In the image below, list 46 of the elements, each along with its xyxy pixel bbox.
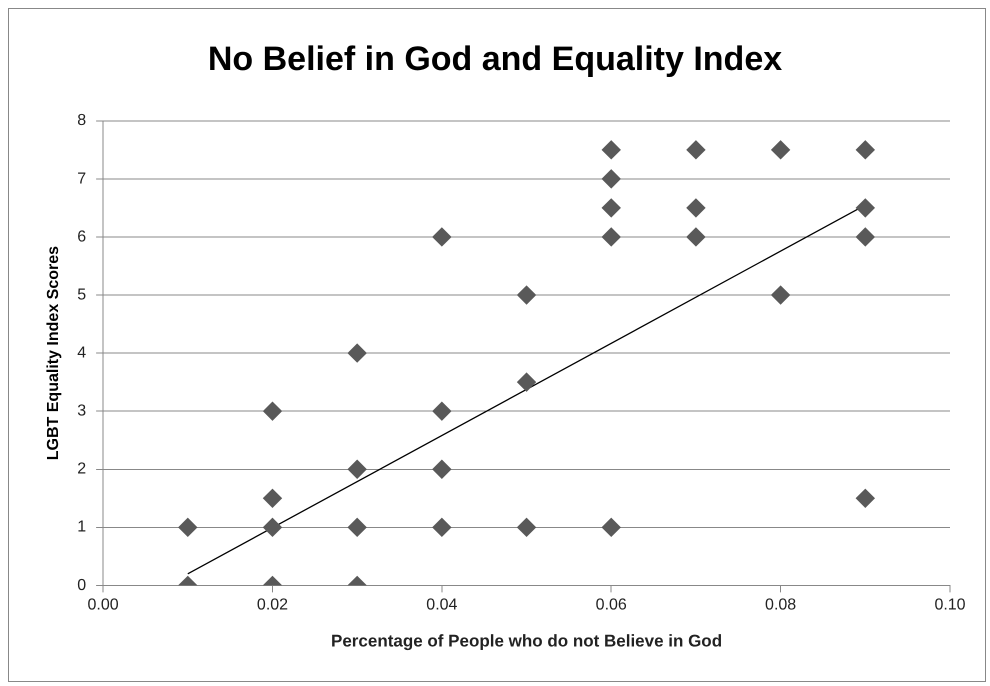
y-tick-label: 7 [77,170,86,188]
point [602,198,621,218]
point [432,460,452,479]
y-tick-label: 2 [77,460,86,478]
point [856,198,875,218]
point [517,372,536,392]
x-tick-label: 0.02 [256,596,288,614]
point [602,140,621,160]
y-tick-label: 0 [77,576,86,594]
point [686,227,706,246]
point [432,518,452,537]
point [686,140,706,160]
point [856,227,875,246]
y-tick-label: 1 [77,518,86,536]
point [771,286,790,305]
point [602,227,621,246]
point [856,140,875,160]
x-axis-title: Percentage of People who do not Believe in God [331,631,722,650]
y-tick-label: 5 [77,286,86,304]
x-tick-label: 0.10 [934,596,966,614]
y-tick-label: 3 [77,402,86,420]
point [348,518,367,537]
x-tick-label: 0.04 [426,596,458,614]
point [602,518,621,537]
point [348,344,367,363]
point [262,402,282,421]
point [432,402,452,421]
point [686,198,706,218]
x-tick-label: 0.00 [88,596,119,614]
point [262,488,282,508]
point [178,518,198,537]
y-tick-label: 6 [77,228,86,246]
y-axis-title: LGBT Equality Index Scores [45,246,62,460]
chart-title: No Belief in God and Equality Index [208,40,782,78]
x-tick-label: 0.06 [596,596,627,614]
point [771,140,790,160]
point [432,227,452,246]
point [262,518,282,537]
point [602,169,621,188]
y-tick-label: 8 [77,112,86,130]
x-tick-label: 0.08 [765,596,796,614]
point [856,488,875,508]
point [348,460,367,479]
y-tick-label: 4 [77,344,86,362]
point [517,518,536,537]
point [517,286,536,305]
